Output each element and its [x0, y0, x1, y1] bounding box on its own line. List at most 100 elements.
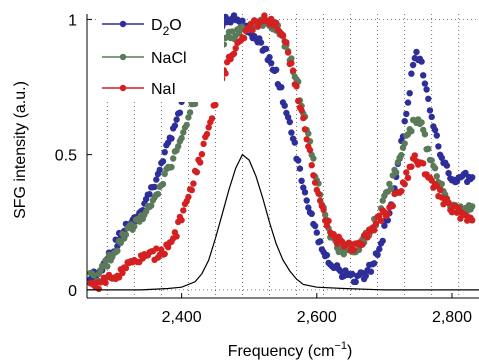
- data-point: [185, 193, 192, 201]
- data-point: [384, 210, 391, 218]
- data-point: [298, 107, 305, 114]
- y-tick-label: 1: [68, 12, 77, 29]
- series-nai: [87, 12, 476, 293]
- data-point: [445, 199, 452, 207]
- data-point: [364, 234, 371, 241]
- data-point: [286, 118, 293, 126]
- data-point: [376, 245, 383, 253]
- data-point: [288, 59, 295, 67]
- data-point: [273, 19, 280, 27]
- data-point: [102, 279, 109, 286]
- data-point: [310, 172, 317, 179]
- data-point: [191, 100, 199, 108]
- data-point: [171, 122, 179, 129]
- data-point: [362, 272, 369, 279]
- data-point: [377, 217, 385, 224]
- data-point: [283, 39, 290, 46]
- legend-label-nai: NaI: [151, 81, 176, 98]
- data-point: [433, 132, 440, 139]
- data-point: [295, 97, 302, 105]
- axes: [86, 14, 479, 299]
- data-point: [409, 61, 417, 69]
- data-point: [205, 124, 212, 131]
- data-point: [469, 174, 476, 181]
- data-point: [337, 267, 344, 275]
- data-point: [305, 204, 312, 211]
- data-point: [153, 245, 160, 252]
- data-point: [443, 162, 451, 169]
- x-axis-title-superscript: −1: [334, 340, 347, 352]
- data-point: [308, 210, 315, 217]
- y-tick-label: 0: [68, 283, 77, 300]
- data-point: [469, 217, 476, 224]
- data-point: [178, 216, 185, 224]
- data-point: [148, 202, 155, 209]
- data-point: [161, 170, 168, 178]
- x-tick-label: 2,600: [297, 309, 337, 326]
- data-point: [418, 119, 425, 126]
- data-point: [431, 165, 439, 172]
- data-point: [418, 58, 425, 65]
- data-point: [288, 129, 295, 136]
- data-point: [229, 28, 236, 35]
- data-point: [200, 140, 207, 148]
- legend-label-d2o-tail: O: [169, 17, 181, 34]
- data-point: [438, 154, 445, 161]
- data-point: [190, 180, 197, 187]
- data-point: [317, 197, 324, 204]
- y-axis-title: SFG intensity (a.u.): [12, 81, 29, 219]
- data-point: [119, 269, 126, 277]
- data-point: [284, 114, 292, 121]
- data-point: [387, 185, 395, 192]
- data-point: [457, 215, 464, 222]
- data-point: [284, 49, 292, 56]
- data-point: [90, 272, 98, 279]
- data-point: [186, 109, 194, 116]
- data-point: [323, 251, 331, 259]
- data-point: [306, 146, 314, 154]
- data-point: [420, 72, 427, 79]
- data-point: [372, 220, 380, 227]
- data-point: [367, 268, 375, 275]
- data-point: [401, 181, 408, 188]
- data-point: [197, 159, 204, 166]
- reference-line: [87, 153, 479, 291]
- data-point: [408, 163, 415, 170]
- data-point: [203, 130, 211, 138]
- data-point: [262, 45, 270, 53]
- data-point: [261, 12, 268, 19]
- data-point: [404, 99, 412, 106]
- data-point: [313, 229, 320, 236]
- legend-box: [96, 10, 224, 102]
- data-point: [102, 257, 109, 264]
- legend-label-d2o: D2O: [151, 17, 182, 38]
- data-point: [95, 285, 103, 293]
- data-point: [295, 157, 302, 164]
- data-point: [433, 173, 440, 180]
- data-point: [436, 186, 444, 194]
- data-point: [315, 190, 322, 197]
- data-point: [268, 15, 275, 23]
- series-layer: [87, 12, 479, 293]
- data-point: [240, 34, 248, 42]
- data-point: [300, 114, 307, 122]
- data-point: [423, 86, 430, 93]
- data-point: [239, 17, 246, 24]
- data-point: [170, 155, 177, 162]
- data-point: [389, 202, 396, 210]
- data-point: [185, 114, 192, 121]
- data-point: [359, 241, 366, 248]
- data-point: [249, 27, 256, 34]
- data-point: [296, 165, 304, 172]
- data-point: [291, 139, 298, 146]
- data-point: [268, 60, 275, 67]
- data-point: [230, 50, 238, 57]
- data-point: [371, 227, 378, 234]
- data-point: [381, 222, 388, 229]
- data-point: [208, 115, 216, 122]
- data-point: [114, 247, 121, 254]
- series-reference-line: [87, 153, 479, 291]
- data-point: [371, 260, 378, 267]
- data-point: [411, 152, 418, 159]
